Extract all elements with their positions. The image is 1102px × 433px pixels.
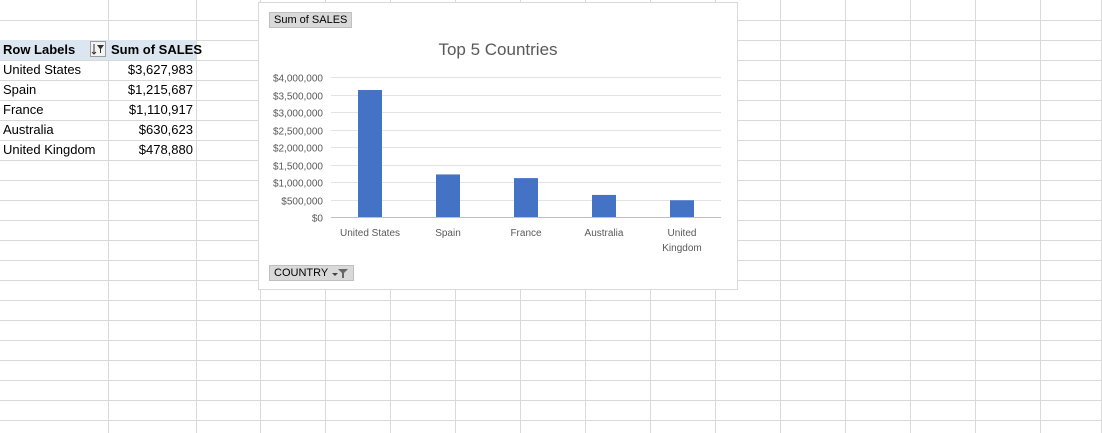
- y-tick-label: $3,500,000: [273, 92, 323, 103]
- x-tick-label: Australia: [585, 228, 624, 239]
- x-tick-label: Spain: [435, 228, 461, 239]
- y-tick-label: $500,000: [281, 197, 323, 208]
- bar[interactable]: [436, 174, 460, 217]
- bar[interactable]: [592, 194, 616, 217]
- sort-filter-icon: [91, 44, 104, 55]
- sum-of-sales-field-button[interactable]: Sum of SALES: [269, 12, 353, 28]
- row-value: $630,623: [138, 122, 193, 137]
- chart-title: Top 5 Countries: [438, 40, 558, 59]
- row-label: Australia: [3, 122, 54, 137]
- y-tick-label: $3,000,000: [273, 109, 323, 120]
- x-tick-label: United: [668, 228, 697, 239]
- x-tick-label: France: [510, 228, 542, 239]
- row-label: United Kingdom: [3, 142, 96, 157]
- chart-plot: $0 $500,000 $1,000,000 $1,500,000 $2,000,000…: [273, 74, 721, 254]
- row-value: $478,880: [138, 142, 193, 157]
- row-value: $1,110,917: [128, 102, 193, 117]
- country-field-button[interactable]: COUNTRY: [269, 265, 355, 281]
- row-label: France: [3, 102, 44, 117]
- y-tick-label: $2,000,000: [273, 144, 323, 155]
- x-tick-label: United States: [340, 228, 400, 239]
- sum-of-sales-header: Sum of SALES: [108, 40, 202, 60]
- bar[interactable]: [358, 90, 382, 217]
- pivot-chart[interactable]: Sum of SALES Top 5 Countries $0 $500,000 $…: [258, 2, 738, 290]
- y-tick-label: $1,000,000: [273, 179, 323, 190]
- row-label: United States: [3, 62, 82, 77]
- sort-filter-button[interactable]: [90, 41, 106, 57]
- y-tick-label: $0: [312, 214, 324, 225]
- row-label: Spain: [3, 82, 37, 97]
- y-tick-label: $1,500,000: [273, 162, 323, 173]
- country-field-label: COUNTRY: [274, 267, 329, 279]
- row-labels-header: Row Labels: [0, 40, 108, 60]
- y-tick-label: $4,000,000: [273, 74, 323, 85]
- x-tick-label: Kingdom: [662, 243, 701, 254]
- y-tick-label: $2,500,000: [273, 127, 323, 138]
- row-value: $1,215,687: [127, 82, 193, 97]
- row-value: $3,627,983: [127, 62, 193, 77]
- bar[interactable]: [670, 200, 694, 217]
- bar[interactable]: [514, 178, 538, 217]
- filter-dropdown-icon: [332, 268, 349, 278]
